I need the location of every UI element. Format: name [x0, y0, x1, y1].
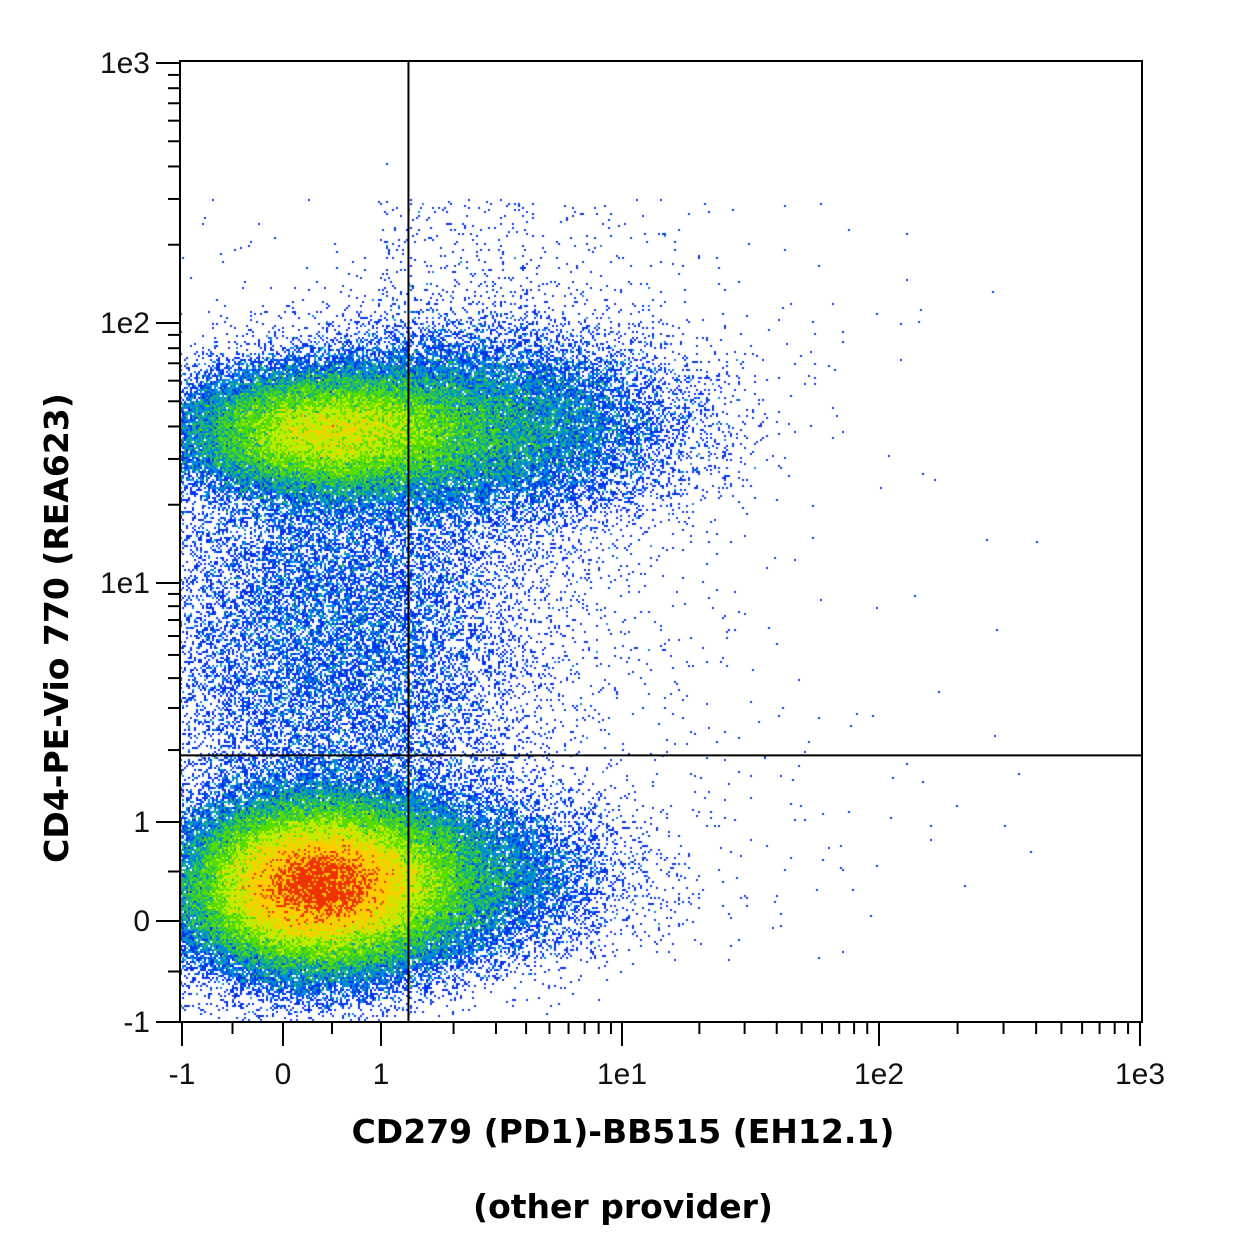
- x-tick-label: 1: [373, 1058, 390, 1091]
- x-tick-label: 1e1: [597, 1058, 647, 1091]
- y-axis: -1 0 1 1e1 1e2 1e3: [100, 47, 180, 1039]
- x-tick-label: 0: [275, 1058, 292, 1091]
- x-axis-title-line2: (other provider): [473, 1187, 773, 1226]
- y-tick-label: 1e3: [100, 47, 150, 80]
- x-axis: -1 0 1 1e1 1e2 1e3: [169, 1022, 1165, 1091]
- x-axis-title: CD279 (PD1)-BB515 (EH12.1): [352, 1112, 895, 1151]
- x-tick-label: 1e3: [1115, 1058, 1165, 1091]
- density-dot-cloud: [180, 61, 1142, 1022]
- quadrant-gate: [180, 61, 1142, 1022]
- y-tick-label: 0: [133, 905, 150, 938]
- y-tick-label: -1: [123, 1006, 150, 1039]
- y-tick-label: 1e2: [100, 307, 150, 340]
- plot-frame: [179, 60, 1143, 1023]
- x-tick-label: -1: [169, 1058, 196, 1091]
- y-tick-label: 1: [133, 806, 150, 839]
- x-tick-label: 1e2: [854, 1058, 904, 1091]
- y-axis-title: CD4-PE-Vio 770 (REA623): [37, 393, 76, 863]
- y-tick-label: 1e1: [100, 567, 150, 600]
